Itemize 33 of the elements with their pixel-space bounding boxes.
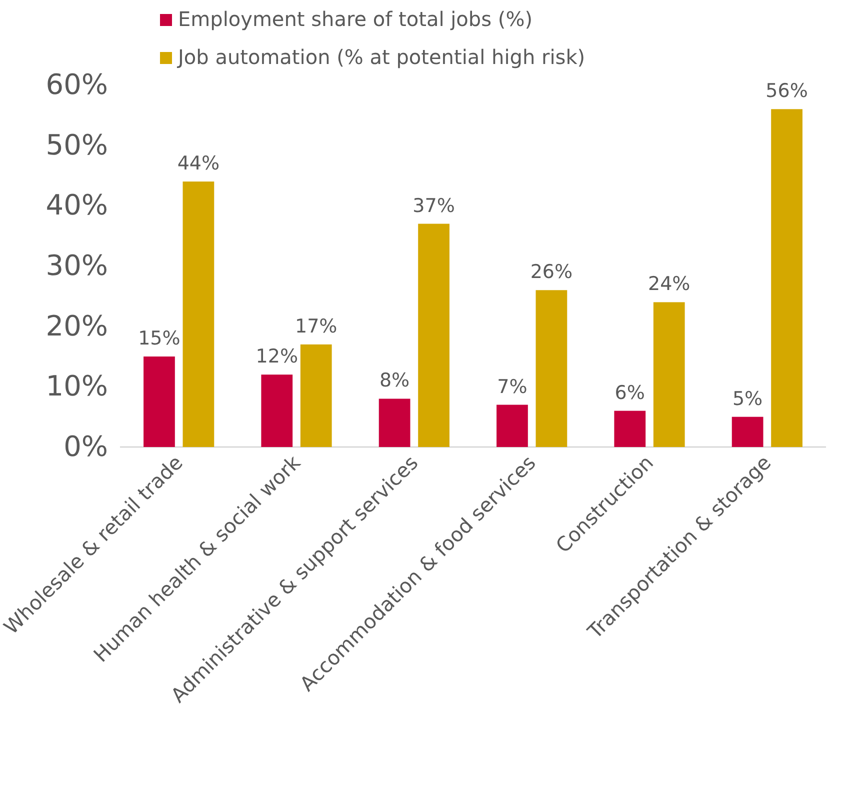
bar	[536, 290, 568, 447]
y-tick-label: 30%	[46, 248, 108, 282]
data-label: 8%	[379, 370, 410, 392]
y-tick-label: 40%	[46, 188, 108, 222]
bar	[614, 410, 646, 447]
data-label: 37%	[412, 194, 455, 217]
data-label: 12%	[256, 346, 298, 368]
data-label: 24%	[648, 273, 690, 296]
bar	[418, 224, 450, 447]
legend-label: Employment share of total jobs (%)	[178, 7, 533, 31]
y-tick-label: 10%	[46, 370, 108, 403]
bar	[378, 398, 410, 447]
data-label: 5%	[732, 388, 763, 410]
bar	[732, 416, 764, 447]
bar	[496, 404, 528, 447]
data-label: 26%	[530, 261, 573, 284]
y-tick-label: 20%	[46, 309, 108, 342]
data-label: 44%	[177, 152, 220, 175]
data-label: 15%	[138, 328, 180, 350]
bar	[182, 182, 214, 447]
data-label: 17%	[294, 315, 338, 338]
legend-label: Job automation (% at potential high risk)	[176, 45, 586, 69]
y-tick-label: 50%	[46, 128, 108, 162]
bar	[144, 356, 175, 447]
data-label: 56%	[766, 80, 808, 102]
bar	[261, 374, 293, 447]
y-tick-label: 60%	[46, 68, 108, 101]
y-tick-label: 0%	[64, 430, 108, 463]
data-label: 7%	[497, 376, 528, 398]
bar	[771, 109, 802, 447]
bar	[653, 302, 685, 447]
bar	[300, 344, 332, 447]
data-label: 6%	[614, 382, 645, 404]
